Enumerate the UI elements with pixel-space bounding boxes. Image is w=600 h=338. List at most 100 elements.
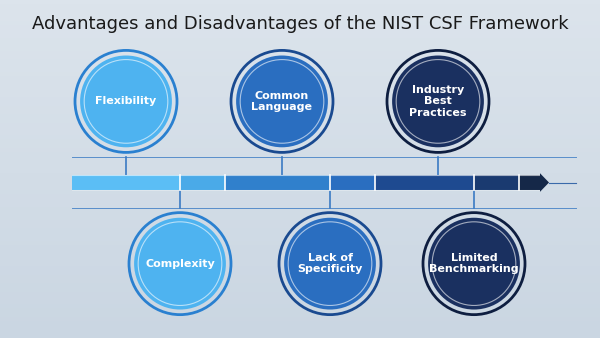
Ellipse shape [236,55,328,147]
Bar [0,127,600,131]
Bar [0,59,600,64]
Text: Industry
Best
Practices: Industry Best Practices [409,85,467,118]
Ellipse shape [428,218,520,310]
Bar [0,198,600,203]
Bar [0,296,600,300]
Bar [0,203,600,207]
Bar [0,89,600,93]
Bar [0,334,600,338]
Bar [0,216,600,220]
Bar [225,175,330,190]
Bar [0,254,600,258]
Bar [0,68,600,72]
Bar [0,245,600,249]
Bar [0,237,600,241]
Bar [0,317,600,321]
Bar [0,233,600,237]
Bar [0,308,600,313]
Bar [0,228,600,233]
Bar [0,224,600,228]
Bar [0,148,600,152]
Bar [0,186,600,190]
Bar [0,161,600,165]
Bar [0,139,600,144]
Bar [0,42,600,46]
Bar [0,25,600,30]
Bar [0,241,600,245]
Bar [0,97,600,101]
Bar [0,84,600,89]
Bar [0,93,600,97]
Bar [0,21,600,25]
Bar [0,13,600,17]
Bar [0,144,600,148]
Bar [330,175,375,190]
Bar [375,175,474,190]
Ellipse shape [284,218,376,310]
Bar [0,0,600,4]
Bar [0,4,600,8]
Bar [474,175,519,190]
Bar [0,46,600,51]
Bar [0,72,600,76]
Bar [0,330,600,334]
Bar [0,76,600,80]
Bar [0,194,600,199]
Bar [0,274,600,279]
Bar [0,34,600,38]
Text: Limited
Benchmarking: Limited Benchmarking [429,253,519,274]
Ellipse shape [80,55,172,147]
Text: Advantages and Disadvantages of the NIST CSF Framework: Advantages and Disadvantages of the NIST… [32,15,568,33]
Bar [0,211,600,216]
Bar [0,177,600,182]
Bar [0,304,600,308]
Bar [0,169,600,173]
Bar [0,313,600,317]
Bar [0,118,600,123]
Bar [0,279,600,283]
Bar [0,114,600,118]
Bar [0,152,600,156]
Bar [0,101,600,105]
Bar [0,283,600,287]
Bar [0,190,600,194]
Bar [0,266,600,270]
Bar [0,156,600,161]
Bar [0,258,600,262]
Bar [0,64,600,68]
Polygon shape [540,173,549,192]
Ellipse shape [134,218,226,310]
Bar [0,17,600,21]
Bar [0,173,600,177]
Bar [0,300,600,304]
Bar [0,51,600,55]
Bar [0,131,600,135]
Text: Lack of
Specificity: Lack of Specificity [298,253,362,274]
Text: Complexity: Complexity [145,259,215,269]
Bar [0,207,600,211]
Bar [0,220,600,224]
Bar [0,182,600,186]
Bar [0,262,600,266]
Bar [0,105,600,110]
Bar [519,175,540,190]
Bar [0,165,600,169]
Bar [0,30,600,34]
Bar [0,55,600,59]
Bar [0,135,600,139]
Bar [0,291,600,296]
Text: Common
Language: Common Language [251,91,313,112]
Bar [180,175,225,190]
Bar [0,38,600,42]
Bar [0,249,600,254]
Bar [0,321,600,325]
Bar [0,80,600,84]
Bar [0,325,600,330]
Ellipse shape [392,55,484,147]
Bar [0,270,600,274]
Bar [0,287,600,291]
Bar [72,175,180,190]
Text: Flexibility: Flexibility [95,96,157,106]
Bar [0,110,600,114]
Bar [0,8,600,13]
